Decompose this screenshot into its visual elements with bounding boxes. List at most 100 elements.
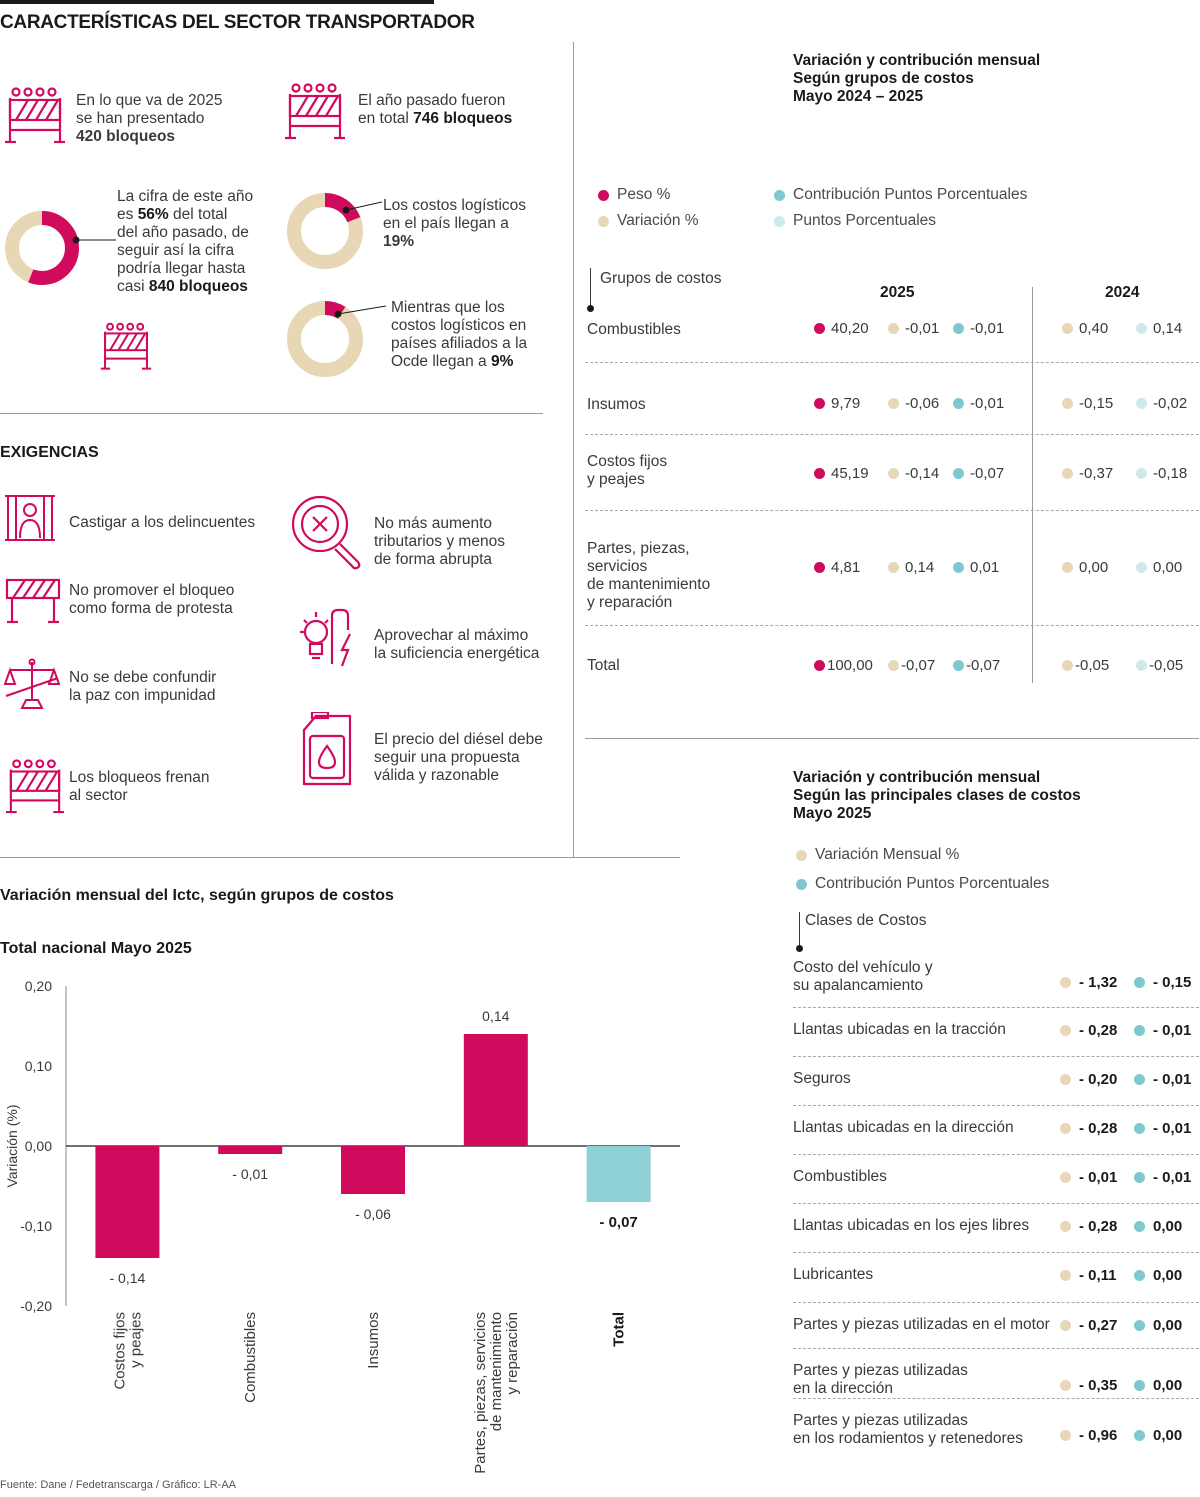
puntos-dot [1136, 398, 1147, 409]
table1-contribucion: -0,07 [953, 465, 1004, 482]
stat-19-percent: Los costos logísticos en el país llegan … [383, 197, 527, 250]
table2-row-label: Partes y piezas utilizadas en los rodamie… [793, 1412, 1024, 1447]
puntos-dot [1136, 562, 1147, 573]
pointer-line [342, 201, 383, 214]
x-tick-label-line: Insumos [365, 1312, 382, 1369]
bar [341, 1146, 405, 1194]
prisoner-icon [5, 495, 55, 541]
bar-chart: 0,20 0,10 0,00 -0,10 -0,20 Variación (%) - 0,1… [4, 978, 680, 1474]
variacion-dot [1060, 977, 1071, 988]
contribucion-dot [1134, 1221, 1145, 1232]
table1-variacion-2024: -0,37 [1062, 465, 1113, 482]
energy-icon [300, 608, 351, 667]
table1-title: Variación y contribución mensual Según gr… [793, 52, 1041, 105]
table2-contribucion: - 0,01 [1134, 1169, 1191, 1186]
x-tick-label: Combustibles [242, 1312, 259, 1403]
table2-row-divider [793, 1056, 1199, 1057]
contribucion-dot [953, 323, 964, 334]
table2-row-divider [793, 1105, 1199, 1106]
x-tick-label-line: Total [611, 1312, 628, 1347]
variacion-dot [1060, 1123, 1071, 1134]
table1-row-divider [585, 510, 1199, 511]
table1-variacion: -0,07 [888, 657, 935, 674]
bar-value-label: - 0,01 [232, 1166, 268, 1182]
table2-column-header: Clases de Costos [805, 912, 927, 929]
table2-contribucion: 0,00 [1134, 1267, 1182, 1284]
table2-row-divider [793, 1252, 1199, 1253]
stat-2025-blocks: En lo que va de 2025 se han presentado 4… [76, 92, 223, 145]
table1-peso: 45,19 [814, 465, 869, 482]
x-tick-label-line: y peajes [127, 1312, 144, 1368]
variacion-dot [1062, 660, 1073, 671]
table1-contribucion: -0,01 [953, 395, 1004, 412]
table1-puntos-2024: 0,00 [1136, 559, 1182, 576]
bar-value-label: - 0,14 [109, 1270, 145, 1286]
variacion-dot [1062, 562, 1073, 573]
variacion-dot [1060, 1270, 1071, 1281]
variacion-dot [1062, 468, 1073, 479]
y-tick-label: -0,10 [20, 1218, 52, 1234]
table1-column-header: Grupos de costos [600, 270, 722, 287]
diesel-jerrycan-icon [302, 712, 352, 786]
table2-contribucion: 0,00 [1134, 1317, 1182, 1334]
exigencia-diesel: El precio del diésel debe seguir una prop… [374, 731, 543, 784]
table1-variacion-2024: 0,00 [1062, 559, 1108, 576]
table2-variacion: - 0,01 [1060, 1169, 1117, 1186]
table2-row-label: Seguros [793, 1070, 851, 1087]
table1-contribucion: 0,01 [953, 559, 999, 576]
legend-peso: Peso % [598, 186, 670, 204]
variacion-dot [1060, 1380, 1071, 1391]
chart-title: Variación mensual del Ictc, según grupos… [0, 887, 394, 904]
table2-row-divider [793, 1154, 1199, 1155]
table1-puntos-2024: -0,02 [1136, 395, 1187, 412]
table1-variacion-2024: -0,05 [1062, 657, 1109, 674]
stat-9-percent: Mientras que los costos logísticos en pa… [391, 299, 528, 370]
table2-row-label: Llantas ubicadas en la dirección [793, 1119, 1014, 1136]
column-header-marker [799, 912, 800, 948]
table1-row-label: Combustibles [587, 321, 681, 338]
tax-rejection-icon [291, 495, 361, 570]
exigencia-aumento-tributario: No más aumento tributarios y menos de form… [374, 515, 505, 568]
header-rule [0, 0, 434, 4]
bar [586, 1146, 651, 1202]
legend-variacion-mensual: Variación Mensual % [796, 846, 959, 864]
variacion-dot [1060, 1172, 1071, 1183]
table2-row-divider [793, 1302, 1199, 1303]
legend-dot [774, 189, 785, 201]
table2-row-label: Combustibles [793, 1168, 887, 1185]
exigencias-title: EXIGENCIAS [0, 444, 99, 461]
bar-value-label: - 0,06 [355, 1206, 391, 1222]
legend-dot [598, 215, 609, 227]
variacion-dot [1060, 1074, 1071, 1085]
contribucion-dot [1134, 1025, 1145, 1036]
contribucion-dot [1134, 977, 1145, 988]
table2-variacion: - 0,35 [1060, 1377, 1117, 1394]
table2-variacion: - 0,27 [1060, 1317, 1117, 1334]
contribucion-dot [1134, 1430, 1145, 1441]
table1-row-label: Total [587, 657, 620, 674]
table1-row-divider [585, 434, 1199, 435]
puntos-dot [1136, 323, 1147, 334]
variacion-dot [1062, 398, 1073, 409]
section-divider [0, 413, 543, 414]
contribucion-dot [1134, 1380, 1145, 1391]
contribucion-dot [1134, 1123, 1145, 1134]
table2-row-label: Partes y piezas utilizadas en el motor [793, 1316, 1050, 1333]
chart-subtitle: Total nacional Mayo 2025 [0, 940, 192, 957]
variacion-dot [1060, 1430, 1071, 1441]
section-divider [0, 857, 680, 858]
legend-dot [796, 878, 807, 890]
table2-contribucion: - 0,01 [1134, 1022, 1191, 1039]
bar-value-label: 0,14 [482, 1008, 509, 1024]
variacion-dot [1060, 1025, 1071, 1036]
x-tick-label-line: de mantenimiento [488, 1312, 505, 1431]
peso-dot [814, 660, 825, 671]
exigencia-bloqueos-frenan: Los bloqueos frenan al sector [69, 769, 210, 804]
x-tick-label-line: Combustibles [242, 1312, 259, 1403]
pointer-line [334, 305, 387, 318]
table2-row-divider [793, 1398, 1199, 1399]
variacion-dot [888, 468, 899, 479]
y-tick-label: 0,10 [25, 1058, 52, 1074]
table2-contribucion: - 0,01 [1134, 1071, 1191, 1088]
table2-contribucion: - 0,01 [1134, 1120, 1191, 1137]
